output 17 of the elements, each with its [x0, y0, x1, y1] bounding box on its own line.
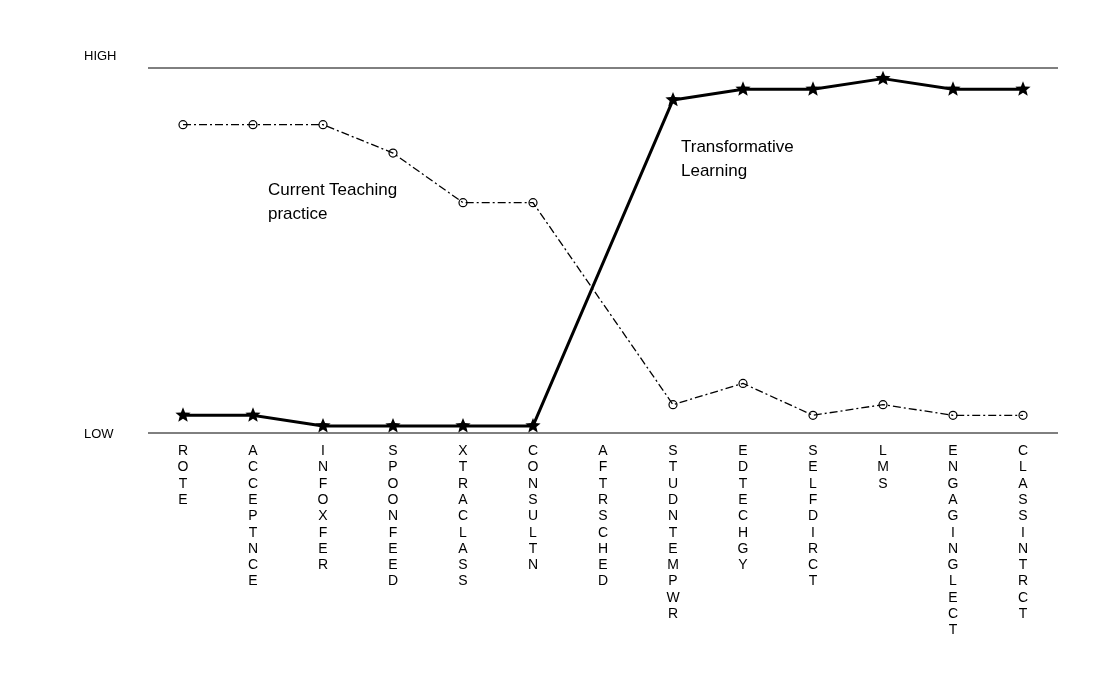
ref-line-label: HIGH [84, 48, 117, 63]
text: LOW [84, 426, 115, 441]
category-label: SPOONFEED [387, 442, 399, 589]
category-label: CLASSINTRCT [1017, 442, 1029, 621]
series-label: Transformative Learning [681, 136, 794, 180]
category-label: ENGAGINGLECT [947, 442, 959, 638]
category-label: AFTRSCHED [597, 442, 609, 589]
x-tick-label: CONSULTN [527, 442, 539, 573]
x-tick-label: EDTECHGY [737, 442, 749, 573]
x-tick-label: LMS [877, 442, 889, 491]
category-label: SELFDIRCT [807, 442, 819, 589]
x-tick-label: ROTE [177, 442, 189, 507]
series-label: Current Teaching practice [268, 179, 398, 223]
category-label: XTRACLASS [457, 442, 469, 589]
category-label: ACCEPTNCE [247, 442, 259, 589]
category-label: STUDNTEMPWR [666, 442, 680, 621]
x-tick-label: INFOXFER [317, 442, 329, 573]
